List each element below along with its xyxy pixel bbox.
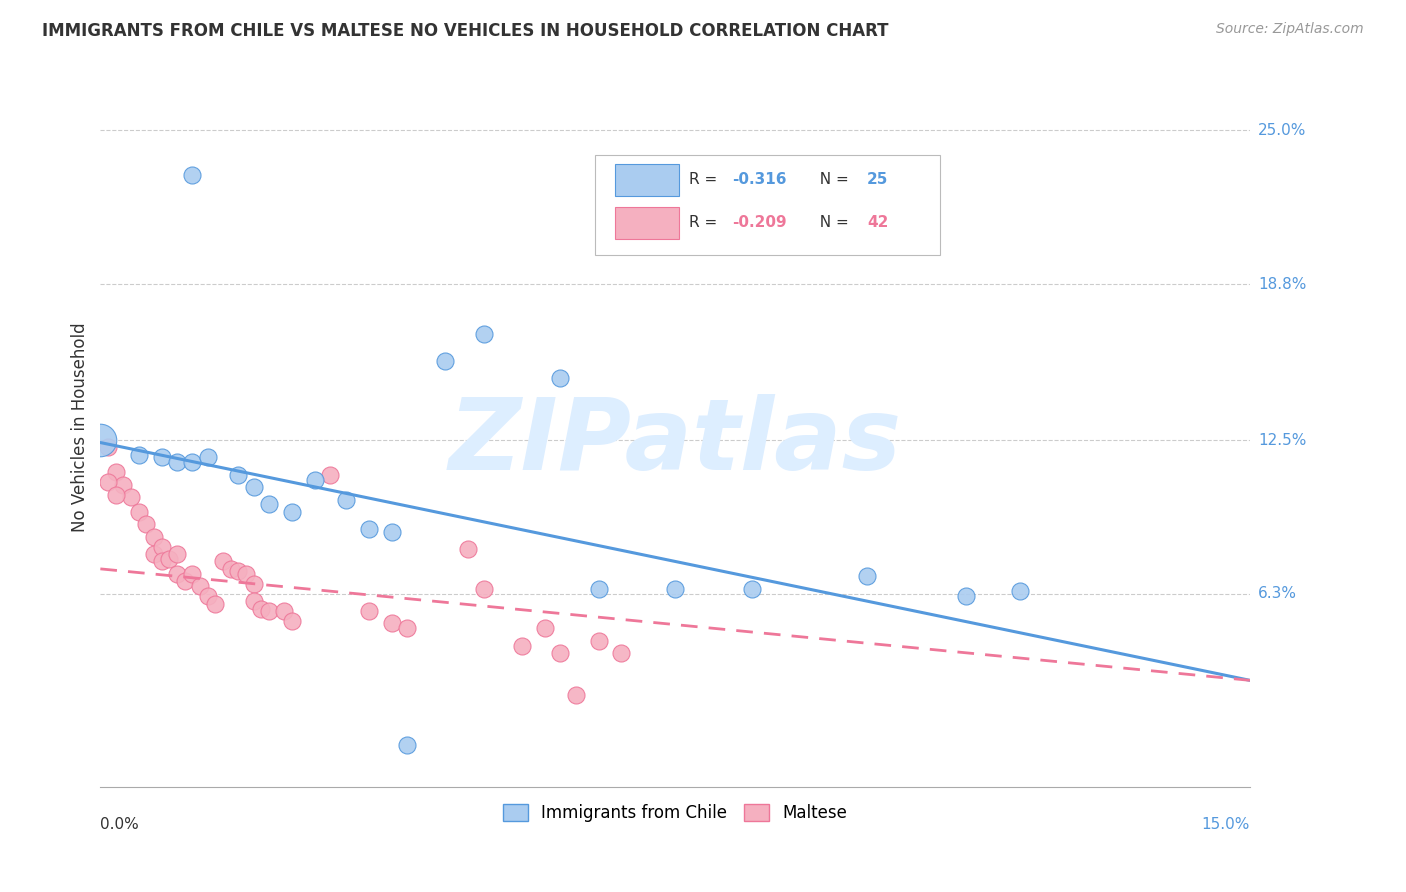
Point — [197, 450, 219, 465]
Point — [150, 554, 173, 568]
Point — [112, 477, 135, 491]
Text: 25: 25 — [868, 172, 889, 187]
Point — [395, 738, 418, 752]
Point — [242, 594, 264, 608]
Point — [273, 604, 295, 618]
Point — [664, 582, 686, 596]
Point — [150, 450, 173, 465]
Point — [335, 492, 357, 507]
Point — [212, 554, 235, 568]
Point — [534, 621, 557, 635]
Point — [173, 574, 195, 589]
Point — [357, 604, 380, 618]
Point — [104, 465, 127, 479]
Point — [457, 542, 479, 557]
Point — [472, 582, 495, 596]
Point — [235, 566, 257, 581]
Point — [395, 621, 418, 635]
Point — [242, 480, 264, 494]
Point — [128, 448, 150, 462]
Point — [588, 582, 610, 596]
Point — [97, 441, 120, 455]
Point — [434, 353, 457, 368]
Point — [855, 569, 877, 583]
Point — [281, 614, 304, 628]
Point — [548, 646, 571, 660]
Text: 12.5%: 12.5% — [1258, 433, 1306, 448]
Point — [128, 505, 150, 519]
Point — [197, 589, 219, 603]
Point — [204, 597, 226, 611]
Point — [219, 562, 242, 576]
Text: N =: N = — [810, 216, 853, 230]
Y-axis label: No Vehicles in Household: No Vehicles in Household — [72, 323, 89, 533]
Text: 15.0%: 15.0% — [1202, 817, 1250, 832]
Point — [281, 505, 304, 519]
Point — [381, 616, 404, 631]
Text: R =: R = — [689, 216, 723, 230]
Point — [955, 589, 977, 603]
Text: -0.209: -0.209 — [733, 216, 787, 230]
Point — [610, 646, 633, 660]
Point — [357, 522, 380, 536]
Text: 0.0%: 0.0% — [100, 817, 139, 832]
Point — [166, 566, 188, 581]
Point — [104, 487, 127, 501]
Point — [143, 530, 166, 544]
Point — [472, 326, 495, 341]
Point — [548, 371, 571, 385]
FancyBboxPatch shape — [616, 164, 679, 196]
Point — [741, 582, 763, 596]
Point — [157, 552, 180, 566]
FancyBboxPatch shape — [616, 207, 679, 239]
Point — [381, 524, 404, 539]
Text: IMMIGRANTS FROM CHILE VS MALTESE NO VEHICLES IN HOUSEHOLD CORRELATION CHART: IMMIGRANTS FROM CHILE VS MALTESE NO VEHI… — [42, 22, 889, 40]
Point — [143, 547, 166, 561]
Legend: Immigrants from Chile, Maltese: Immigrants from Chile, Maltese — [496, 797, 853, 829]
Point — [588, 633, 610, 648]
Point — [319, 467, 342, 482]
Point — [226, 565, 249, 579]
Point — [181, 168, 204, 182]
Point — [564, 688, 586, 702]
Point — [188, 579, 211, 593]
Point — [510, 639, 533, 653]
Point — [181, 566, 204, 581]
Point — [257, 604, 280, 618]
Text: R =: R = — [689, 172, 723, 187]
Text: N =: N = — [810, 172, 853, 187]
Text: 18.8%: 18.8% — [1258, 277, 1306, 292]
Point — [166, 455, 188, 469]
Point — [226, 467, 249, 482]
Point — [181, 455, 204, 469]
Text: -0.316: -0.316 — [733, 172, 787, 187]
Text: 25.0%: 25.0% — [1258, 123, 1306, 138]
Point — [166, 547, 188, 561]
Point — [150, 540, 173, 554]
Text: 42: 42 — [868, 216, 889, 230]
Point — [135, 517, 157, 532]
Point — [250, 601, 273, 615]
Point — [304, 473, 326, 487]
Point — [257, 498, 280, 512]
Point — [1008, 584, 1031, 599]
Text: 6.3%: 6.3% — [1258, 586, 1298, 601]
Point — [89, 433, 111, 447]
Text: Source: ZipAtlas.com: Source: ZipAtlas.com — [1216, 22, 1364, 37]
Point — [242, 576, 264, 591]
Point — [97, 475, 120, 490]
Text: ZIPatlas: ZIPatlas — [449, 393, 901, 491]
FancyBboxPatch shape — [595, 154, 939, 255]
Point — [120, 490, 142, 504]
